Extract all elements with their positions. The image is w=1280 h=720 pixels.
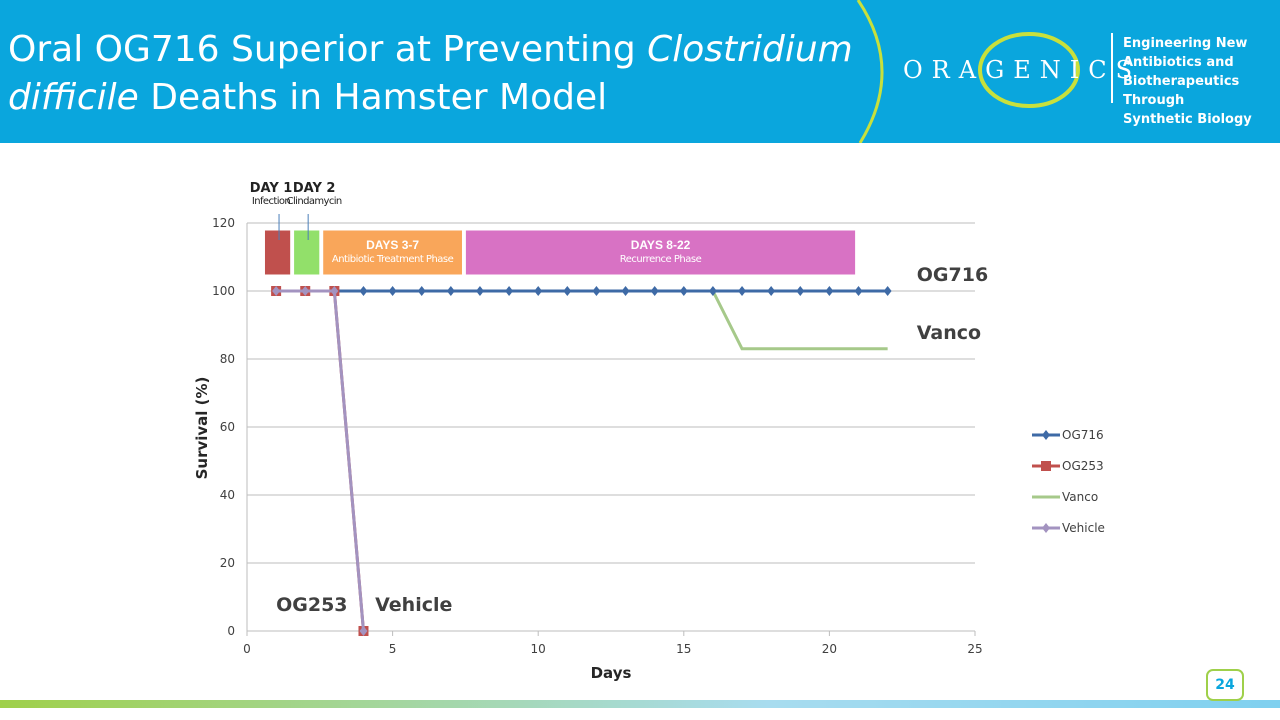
data-point xyxy=(825,286,834,296)
data-point xyxy=(854,286,863,296)
header-banner: Oral OG716 Superior at Preventing Clostr… xyxy=(0,0,1280,143)
data-point xyxy=(796,286,805,296)
data-point xyxy=(301,286,310,296)
phase-box xyxy=(464,229,857,276)
x-tick-label: 15 xyxy=(676,642,691,656)
legend-label: OG716 xyxy=(1062,428,1104,442)
tagline: Engineering New Antibiotics and Biotherape… xyxy=(1123,36,1252,127)
legend-marker xyxy=(1042,523,1050,533)
x-tick-label: 20 xyxy=(822,642,837,656)
logo-divider xyxy=(1111,33,1113,103)
y-tick-label: 100 xyxy=(212,284,235,298)
legend-label: Vanco xyxy=(1062,490,1098,504)
phase-box xyxy=(263,229,292,276)
x-axis-label: Days xyxy=(591,664,632,682)
data-point xyxy=(446,286,455,296)
data-point xyxy=(767,286,776,296)
oragenics-logo: ORAGENICS xyxy=(903,56,1142,84)
data-point xyxy=(272,286,281,296)
data-point xyxy=(708,286,717,296)
series-line-vehicle xyxy=(276,289,365,632)
y-tick-label: 120 xyxy=(212,216,235,230)
phase-subtitle: Recurrence Phase xyxy=(620,254,702,265)
callout-subtitle: Clindamycin xyxy=(287,196,342,207)
data-point xyxy=(679,286,688,296)
data-point xyxy=(417,286,426,296)
y-tick-label: 20 xyxy=(220,556,235,570)
y-tick-label: 0 xyxy=(227,624,235,638)
survival-chart: 0 20 40 60 80 100 120 0 5 10 15 20 25 Days Survival (%… xyxy=(193,181,1105,682)
x-tick-label: 5 xyxy=(389,642,397,656)
series-annotation: OG716 xyxy=(917,264,988,286)
x-tick-label: 10 xyxy=(531,642,546,656)
legend-marker xyxy=(1041,461,1051,471)
data-point xyxy=(650,286,659,296)
page-number: 24 xyxy=(1206,669,1244,701)
data-point xyxy=(563,286,572,296)
series-annotation: Vanco xyxy=(917,322,981,344)
legend-label: OG253 xyxy=(1062,459,1104,473)
x-tick-label: 0 xyxy=(243,642,251,656)
legend-marker xyxy=(1042,430,1050,440)
data-point xyxy=(738,286,747,296)
phase-title: DAYS 8-22 xyxy=(631,238,691,252)
logo-arcs xyxy=(856,0,1080,143)
x-tick-label: 25 xyxy=(967,642,982,656)
legend-label: Vehicle xyxy=(1062,521,1105,535)
callout-title: DAY 1 xyxy=(250,181,293,196)
slide-title: Oral OG716 Superior at Preventing Clostr… xyxy=(8,29,853,118)
data-point xyxy=(388,286,397,296)
callout-subtitle: Infection xyxy=(252,196,290,207)
series-line-vanco xyxy=(334,289,888,351)
footer-bar xyxy=(0,700,1280,708)
series-annotation: Vehicle xyxy=(375,594,452,616)
y-tick-label: 80 xyxy=(220,352,235,366)
y-tick-label: 60 xyxy=(220,420,235,434)
data-point xyxy=(534,286,543,296)
data-point xyxy=(359,286,368,296)
data-point xyxy=(505,286,514,296)
y-axis-label: Survival (%) xyxy=(193,377,211,480)
callout-title: DAY 2 xyxy=(293,181,336,196)
series-annotation: OG253 xyxy=(276,594,347,616)
data-point xyxy=(359,626,368,636)
data-point xyxy=(621,286,630,296)
data-point xyxy=(330,286,339,296)
phase-title: DAYS 3-7 xyxy=(366,238,419,252)
data-point xyxy=(592,286,601,296)
phase-box xyxy=(293,229,321,276)
phase-box xyxy=(322,229,463,276)
data-point xyxy=(475,286,484,296)
phase-subtitle: Antibiotic Treatment Phase xyxy=(332,254,454,265)
data-point xyxy=(883,286,892,296)
y-tick-label: 40 xyxy=(220,488,235,502)
